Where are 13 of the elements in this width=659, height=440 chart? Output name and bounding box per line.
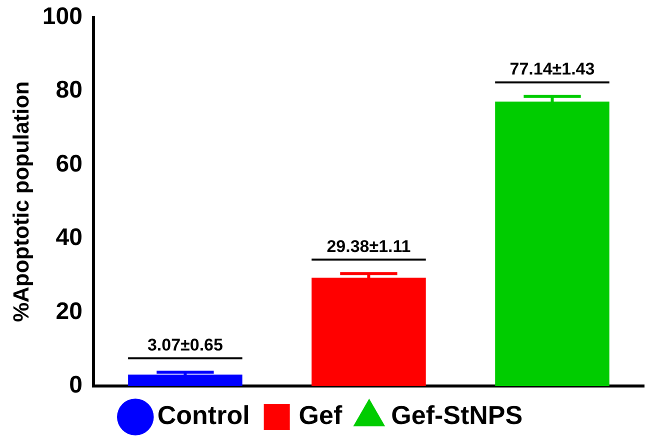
y-tick-label: 0 — [69, 372, 82, 399]
data-label: 29.38±1.11 — [326, 236, 411, 256]
y-axis-title: %Apoptotic population — [8, 81, 34, 322]
data-label: 77.14±1.43 — [510, 60, 595, 79]
legend-label: Gef — [298, 400, 342, 430]
y-tick-label: 20 — [56, 298, 82, 325]
y-tick-label: 60 — [56, 150, 82, 178]
y-tick-label: 100 — [42, 3, 82, 30]
legend-label: Control — [157, 400, 250, 430]
y-tick-label: 80 — [56, 76, 82, 104]
y-tick-label: 40 — [56, 224, 82, 252]
legend-label: Gef-StNPS — [391, 400, 523, 430]
data-label: 3.07±0.65 — [147, 335, 223, 354]
